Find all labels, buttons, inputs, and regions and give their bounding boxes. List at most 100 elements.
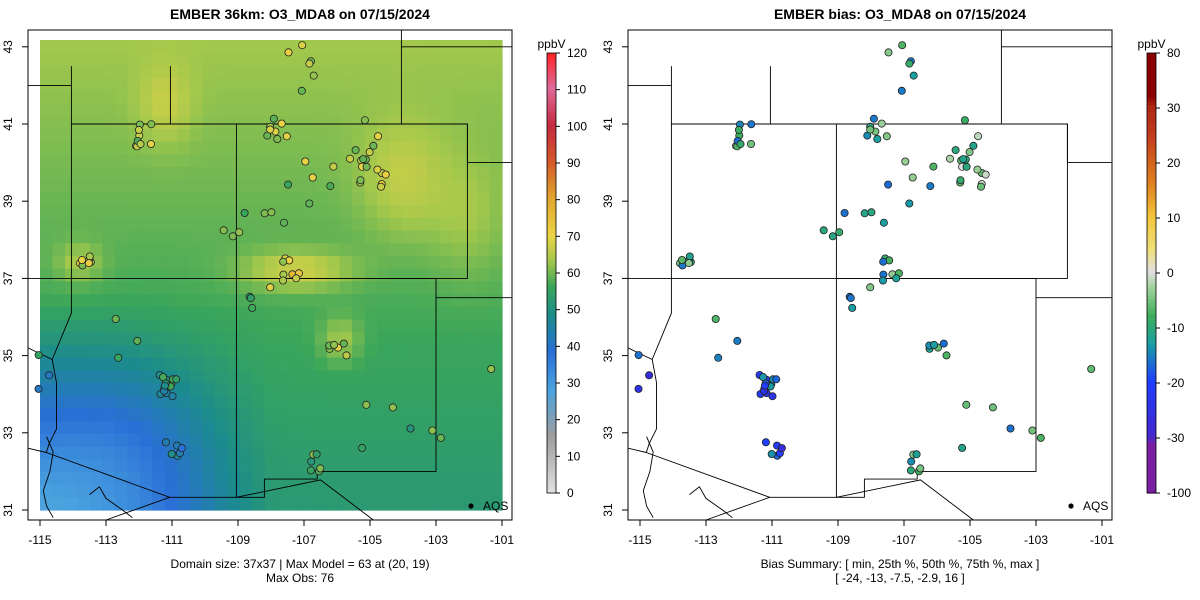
grid-cell: [352, 319, 366, 333]
grid-cell: [239, 421, 253, 435]
grid-cell: [114, 370, 129, 384]
monitor-site: [734, 125, 743, 134]
grid-cell: [327, 306, 341, 321]
grid-cell: [214, 154, 228, 168]
grid-cell: [452, 294, 466, 308]
grid-cell: [40, 459, 54, 473]
monitor-site: [284, 48, 293, 57]
monitor-site: [897, 86, 906, 95]
grid-cell: [102, 90, 116, 105]
grid-cell: [302, 306, 316, 321]
grid-cell: [414, 357, 428, 371]
grid-cell: [89, 497, 104, 511]
state-border: [105, 496, 170, 521]
grid-cell: [52, 179, 66, 194]
grid-cell: [377, 344, 391, 359]
colorbar-swatch: [1147, 306, 1156, 311]
monitor-site: [329, 162, 338, 171]
grid-cell: [489, 281, 503, 295]
colorbar-swatch: [1147, 368, 1156, 373]
monitor-site: [867, 208, 876, 217]
grid-cell: [464, 65, 478, 79]
colorbar-swatch: [547, 67, 556, 72]
grid-cell: [327, 370, 341, 384]
grid-cell: [164, 103, 178, 117]
grid-cell: [489, 116, 503, 130]
grid-cell: [427, 395, 441, 409]
grid-cell: [264, 497, 278, 511]
grid-cell: [152, 52, 166, 66]
grid-cell: [152, 154, 166, 168]
grid-cell: [314, 471, 328, 486]
grid-cell: [464, 116, 478, 130]
grid-cell: [489, 446, 503, 460]
grid-cell: [89, 281, 104, 295]
grid-cell: [402, 192, 416, 206]
grid-cell: [364, 243, 378, 257]
grid-cell: [114, 319, 129, 333]
grid-cell: [189, 471, 203, 486]
model-concentration-panel: EMBER 36km: O3_MDA8 on 07/15/2024 -115 -1…: [1, 6, 587, 585]
grid-cell: [339, 243, 353, 257]
grid-cell: [252, 332, 266, 346]
colorbar-swatch: [547, 353, 556, 358]
grid-cell: [152, 78, 166, 92]
colorbar-swatch: [1147, 89, 1156, 94]
grid-cell: [377, 230, 391, 244]
grid-cell: [314, 332, 328, 346]
grid-cell: [227, 433, 241, 448]
grid-cell: [89, 141, 104, 155]
colorbar-swatch: [1147, 474, 1156, 479]
colorbar-swatch: [547, 438, 556, 443]
grid-cell: [127, 357, 141, 371]
grid-cell: [164, 90, 178, 105]
grid-cell: [127, 382, 141, 397]
grid-cell: [389, 344, 403, 359]
y-tick-label: 37: [1, 271, 15, 285]
grid-cell: [439, 154, 453, 168]
grid-cell: [177, 294, 191, 308]
grid-cell: [452, 319, 466, 333]
grid-cell: [189, 497, 203, 511]
monitor-site: [634, 384, 643, 393]
colorbar-swatch: [1147, 427, 1156, 432]
colorbar-swatch: [1147, 170, 1156, 175]
colorbar-swatch: [547, 434, 556, 439]
colorbar-swatch: [1147, 225, 1156, 230]
grid-cell: [189, 40, 203, 54]
grid-cell: [89, 167, 104, 181]
grid-cell: [439, 421, 453, 435]
x-tick-label: -113: [694, 533, 717, 547]
colorbar-swatch: [547, 474, 556, 479]
grid-cell: [152, 192, 166, 206]
grid-cell: [402, 217, 416, 232]
grid-cell: [339, 370, 353, 384]
grid-cell: [152, 268, 166, 282]
grid-cell: [214, 192, 228, 206]
grid-cell: [452, 255, 466, 270]
grid-cell: [139, 103, 153, 117]
grid-cell: [89, 484, 104, 498]
grid-cell: [102, 128, 116, 143]
grid-cell: [452, 179, 466, 194]
monitor-site: [877, 119, 886, 128]
grid-cell: [89, 408, 104, 422]
grid-cell: [77, 116, 91, 130]
grid-cell: [277, 167, 291, 181]
grid-cell: [202, 255, 216, 270]
grid-cell: [127, 243, 141, 257]
grid-cell: [377, 255, 391, 270]
monitor-site: [167, 449, 176, 458]
grid-cell: [389, 78, 403, 92]
grid-cell: [477, 268, 491, 282]
grid-cell: [214, 179, 228, 194]
grid-cell: [252, 179, 266, 194]
grid-cell: [277, 471, 291, 486]
grid-cell: [52, 484, 66, 498]
colorbar-swatch: [547, 320, 556, 325]
colorbar-swatch: [547, 97, 556, 102]
monitor-site: [326, 182, 335, 191]
grid-cell: [427, 192, 441, 206]
grid-cell: [452, 230, 466, 244]
grid-cell: [439, 141, 453, 155]
